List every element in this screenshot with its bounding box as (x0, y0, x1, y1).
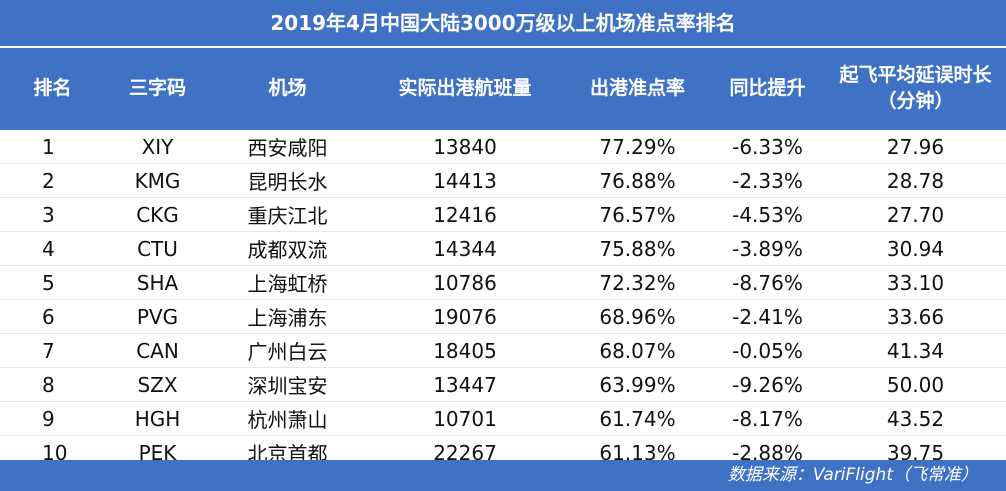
code-cell: CKG (105, 197, 210, 232)
code-cell: XIY (105, 130, 210, 164)
yoy-cell: -6.33% (710, 130, 825, 164)
table-row: 4 CTU 成都双流 14344 75.88% -3.89% 30.94 (0, 231, 1006, 266)
rank-cell: 7 (0, 333, 105, 368)
ontime-cell: 72.32% (565, 265, 710, 300)
flights-cell: 18405 (365, 333, 565, 368)
header-delay-line2: （分钟） (877, 90, 954, 112)
source-note: 数据来源：VariFlight（飞常准） (0, 460, 1006, 491)
ontime-cell: 75.88% (565, 231, 710, 266)
ontime-cell: 61.74% (565, 401, 710, 436)
table-body: 1 XIY 西安咸阳 13840 77.29% -6.33% 27.96 2 KMG 昆明长水 14… (0, 130, 1006, 469)
flights-cell: 12416 (365, 197, 565, 232)
airport-cell: 杭州萧山 (210, 401, 365, 436)
flights-cell: 13840 (365, 130, 565, 164)
code-cell: CAN (105, 333, 210, 368)
code-cell: SHA (105, 265, 210, 300)
airport-cell: 广州白云 (210, 333, 365, 368)
airport-cell: 上海虹桥 (210, 265, 365, 300)
header-row: 排名 三字码 机场 实际出港航班量 出港准点率 同比提升 起飞平均延误时长 （分… (0, 48, 1006, 130)
header-delay-line1: 起飞平均延误时长 (839, 64, 992, 87)
yoy-cell: -8.76% (710, 265, 825, 300)
ontime-cell: 63.99% (565, 367, 710, 402)
header-ontime: 出港准点率 (565, 48, 710, 130)
delay-cell: 27.70 (825, 197, 1006, 232)
code-cell: HGH (105, 401, 210, 436)
ontime-cell: 68.96% (565, 299, 710, 334)
airport-cell: 深圳宝安 (210, 367, 365, 402)
ranking-table: 排名 三字码 机场 实际出港航班量 出港准点率 同比提升 起飞平均延误时长 （分… (0, 48, 1006, 469)
flights-cell: 13447 (365, 367, 565, 402)
code-cell: SZX (105, 367, 210, 402)
delay-cell: 50.00 (825, 367, 1006, 402)
yoy-cell: -8.17% (710, 401, 825, 436)
delay-cell: 27.96 (825, 130, 1006, 164)
header-code: 三字码 (105, 48, 210, 130)
header-delay: 起飞平均延误时长 （分钟） (825, 48, 1006, 130)
header-airport: 机场 (210, 48, 365, 130)
delay-cell: 28.78 (825, 163, 1006, 198)
header-flights: 实际出港航班量 (365, 48, 565, 130)
yoy-cell: -2.41% (710, 299, 825, 334)
airport-cell: 重庆江北 (210, 197, 365, 232)
flights-cell: 14344 (365, 231, 565, 266)
code-cell: CTU (105, 231, 210, 266)
flights-cell: 14413 (365, 163, 565, 198)
airport-cell: 上海浦东 (210, 299, 365, 334)
delay-cell: 43.52 (825, 401, 1006, 436)
ontime-cell: 76.88% (565, 163, 710, 198)
airport-cell: 昆明长水 (210, 163, 365, 198)
yoy-cell: -9.26% (710, 367, 825, 402)
code-cell: KMG (105, 163, 210, 198)
table-row: 8 SZX 深圳宝安 13447 63.99% -9.26% 50.00 (0, 367, 1006, 402)
rank-cell: 8 (0, 367, 105, 402)
flights-cell: 10786 (365, 265, 565, 300)
table-row: 9 HGH 杭州萧山 10701 61.74% -8.17% 43.52 (0, 401, 1006, 436)
airport-cell: 成都双流 (210, 231, 365, 266)
table-row: 2 KMG 昆明长水 14413 76.88% -2.33% 28.78 (0, 163, 1006, 198)
table-row: 5 SHA 上海虹桥 10786 72.32% -8.76% 33.10 (0, 265, 1006, 300)
yoy-cell: -4.53% (710, 197, 825, 232)
rank-cell: 4 (0, 231, 105, 266)
flights-cell: 19076 (365, 299, 565, 334)
rank-cell: 9 (0, 401, 105, 436)
rank-cell: 1 (0, 130, 105, 164)
ontime-cell: 77.29% (565, 130, 710, 164)
rank-cell: 6 (0, 299, 105, 334)
chart-title: 2019年4月中国大陆3000万级以上机场准点率排名 (0, 0, 1006, 48)
table-row: 7 CAN 广州白云 18405 68.07% -0.05% 41.34 (0, 333, 1006, 368)
rank-cell: 3 (0, 197, 105, 232)
delay-cell: 33.10 (825, 265, 1006, 300)
ontime-cell: 76.57% (565, 197, 710, 232)
code-cell: PVG (105, 299, 210, 334)
yoy-cell: -0.05% (710, 333, 825, 368)
delay-cell: 30.94 (825, 231, 1006, 266)
yoy-cell: -3.89% (710, 231, 825, 266)
rank-cell: 2 (0, 163, 105, 198)
airport-cell: 西安咸阳 (210, 130, 365, 164)
table-row: 1 XIY 西安咸阳 13840 77.29% -6.33% 27.96 (0, 130, 1006, 164)
table-row: 6 PVG 上海浦东 19076 68.96% -2.41% 33.66 (0, 299, 1006, 334)
delay-cell: 33.66 (825, 299, 1006, 334)
yoy-cell: -2.33% (710, 163, 825, 198)
rank-cell: 5 (0, 265, 105, 300)
header-rank: 排名 (0, 48, 105, 130)
header-yoy: 同比提升 (710, 48, 825, 130)
table-row: 3 CKG 重庆江北 12416 76.57% -4.53% 27.70 (0, 197, 1006, 232)
flights-cell: 10701 (365, 401, 565, 436)
delay-cell: 41.34 (825, 333, 1006, 368)
ontime-cell: 68.07% (565, 333, 710, 368)
